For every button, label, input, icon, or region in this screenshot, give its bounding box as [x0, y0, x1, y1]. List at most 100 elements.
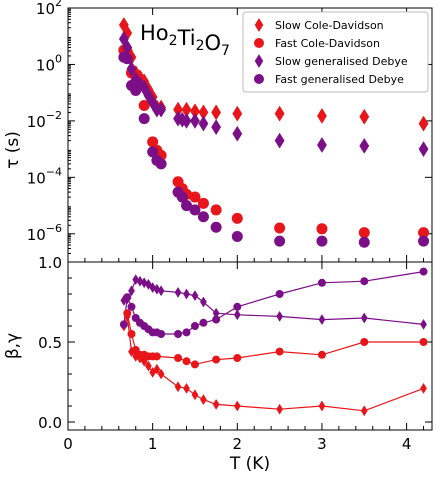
bottom-point-series-1: [123, 309, 132, 318]
top-y-tick-label: 10−2: [27, 109, 62, 131]
bottom-data-points: [119, 267, 428, 417]
bottom-point-series-1: [182, 357, 191, 366]
annotation-element: Ho: [140, 21, 169, 45]
bottom-y-tick-label: 0.5: [38, 334, 62, 352]
bottom-point-series-1: [275, 347, 284, 356]
x-tick-label: 3: [317, 435, 327, 453]
bottom-point-series-3: [199, 318, 208, 327]
top-point-series-3: [181, 200, 193, 212]
bottom-point-series-0: [318, 400, 326, 412]
legend-marker: [254, 38, 264, 48]
bottom-point-series-3: [127, 302, 136, 311]
legend-label: Fast generalised Debye: [275, 73, 404, 86]
bottom-point-series-3: [174, 330, 183, 338]
annotation-element: O: [205, 31, 222, 55]
bottom-point-series-3: [233, 302, 242, 311]
bottom-point-series-1: [212, 355, 221, 364]
bottom-point-series-0: [174, 381, 182, 393]
top-point-series-1: [147, 136, 159, 148]
top-point-series-2: [190, 112, 200, 129]
annotation-subscript: 7: [221, 43, 230, 59]
bottom-point-series-2: [360, 312, 368, 324]
bottom-point-series-3: [212, 315, 221, 324]
top-point-series-3: [130, 84, 142, 96]
top-point-series-2: [126, 60, 137, 77]
top-y-tick-base: 10: [27, 113, 46, 131]
top-y-tick-exponent: 0: [55, 52, 62, 65]
top-point-series-3: [418, 235, 430, 247]
x-tick-label: 4: [402, 435, 412, 453]
legend: Slow Cole-Davidson Fast Cole-Davidson Slow…: [242, 11, 429, 93]
bottom-point-series-2: [420, 318, 427, 330]
top-point-series-3: [231, 231, 243, 243]
bottom-point-series-3: [317, 278, 326, 287]
legend-items: Slow Cole-Davidson Fast Cole-Davidson Slow…: [254, 18, 408, 86]
top-point-series-3: [189, 204, 201, 216]
top-y-tick-label: 10−6: [27, 222, 62, 244]
top-data-points: [118, 17, 430, 248]
legend-label: Fast Cole-Davidson: [275, 37, 380, 50]
top-y-tick-base: 10: [36, 56, 55, 74]
bottom-point-series-0: [233, 400, 241, 412]
top-point-series-3: [197, 211, 209, 223]
bottom-point-series-3: [360, 277, 369, 286]
bottom-y-tick-label: 1.0: [38, 254, 62, 272]
top-point-series-1: [138, 100, 150, 112]
bottom-point-series-0: [145, 360, 152, 372]
bottom-tick-labels: 0.0 0.5 1.0 0 1 2 3 4: [38, 254, 411, 453]
bottom-point-series-2: [128, 285, 135, 297]
bottom-point-series-1: [190, 360, 199, 369]
top-point-series-2: [156, 101, 167, 118]
top-y-tick-label: 100: [36, 52, 62, 74]
x-tick-label: 1: [148, 435, 158, 453]
bottom-point-series-0: [200, 394, 207, 406]
top-point-series-1: [231, 212, 243, 224]
bottom-point-series-0: [420, 382, 427, 394]
bottom-line-series-2: [123, 278, 424, 325]
bottom-point-series-2: [276, 310, 284, 322]
annotation-subscript: 2: [196, 38, 205, 54]
bottom-tick-marks: [67, 261, 432, 430]
top-point-series-3: [121, 53, 133, 65]
legend-marker: [254, 74, 264, 84]
top-point-series-1: [210, 204, 222, 216]
bottom-point-series-1: [152, 352, 161, 361]
top-point-series-1: [316, 223, 328, 235]
top-point-series-1: [358, 227, 370, 239]
bottom-line-series-1: [126, 313, 424, 366]
bottom-point-series-1: [317, 350, 326, 359]
top-y-tick-base: 10: [27, 169, 46, 187]
top-point-series-2: [274, 132, 285, 149]
bottom-point-series-2: [174, 286, 182, 298]
top-point-series-3: [274, 235, 286, 247]
legend-label: Slow generalised Debye: [275, 55, 408, 68]
top-point-series-2: [232, 125, 243, 142]
bottom-line-series-3: [123, 271, 424, 335]
top-point-series-0: [232, 105, 243, 122]
top-point-series-3: [155, 158, 167, 170]
bottom-point-series-2: [318, 314, 326, 326]
bottom-point-series-2: [200, 296, 207, 308]
top-point-series-3: [138, 113, 150, 125]
top-point-series-3: [358, 236, 370, 248]
bottom-point-series-1: [174, 354, 183, 362]
top-point-series-0: [359, 108, 370, 125]
top-point-series-1: [197, 197, 209, 209]
bottom-point-series-1: [127, 330, 136, 338]
top-point-series-3: [210, 221, 222, 233]
bottom-point-series-3: [275, 290, 284, 298]
bottom-point-series-3: [182, 328, 191, 337]
top-point-series-0: [317, 107, 327, 124]
top-point-series-0: [418, 115, 429, 132]
bottom-point-series-1: [360, 338, 369, 346]
top-y-tick-label: 102: [36, 0, 62, 18]
bottom-point-series-3: [123, 293, 132, 302]
top-point-series-0: [274, 105, 285, 122]
bottom-point-series-2: [183, 288, 190, 300]
bottom-point-series-3: [190, 322, 199, 330]
bottom-series-lines: [123, 271, 424, 412]
top-point-series-3: [147, 146, 159, 158]
